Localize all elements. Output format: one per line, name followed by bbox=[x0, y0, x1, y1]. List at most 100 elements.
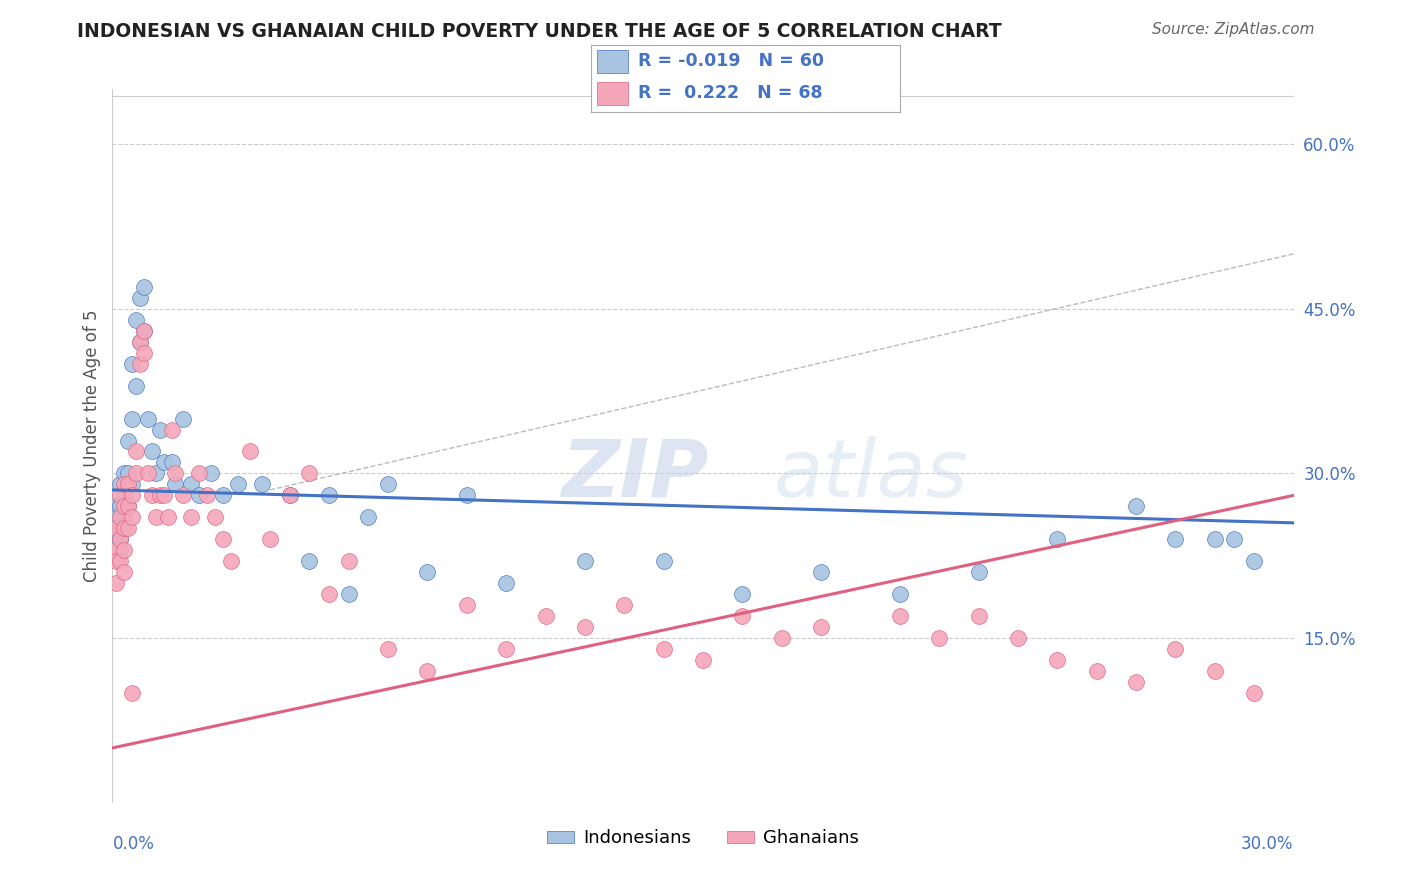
Point bbox=[1243, 686, 1265, 700]
Point bbox=[132, 324, 155, 338]
Point bbox=[121, 488, 143, 502]
Point bbox=[129, 334, 152, 349]
Point bbox=[200, 467, 222, 481]
Point bbox=[1204, 533, 1226, 547]
Point bbox=[141, 444, 163, 458]
Point bbox=[1046, 653, 1069, 667]
Point bbox=[110, 554, 132, 568]
Point bbox=[416, 664, 439, 678]
Point bbox=[810, 620, 832, 634]
Point bbox=[298, 467, 321, 481]
Point bbox=[110, 533, 132, 547]
Point bbox=[495, 576, 517, 591]
Point bbox=[495, 642, 517, 657]
Point bbox=[110, 543, 132, 558]
Point bbox=[160, 423, 183, 437]
Point bbox=[172, 411, 194, 425]
Point bbox=[278, 488, 301, 502]
Point bbox=[731, 609, 754, 624]
Point bbox=[105, 576, 128, 591]
Point bbox=[889, 587, 911, 601]
Point bbox=[204, 510, 226, 524]
Point bbox=[152, 455, 174, 469]
Point bbox=[250, 477, 273, 491]
Point bbox=[172, 488, 194, 502]
Point bbox=[121, 686, 143, 700]
Point bbox=[112, 510, 135, 524]
Point bbox=[318, 488, 340, 502]
Point bbox=[211, 488, 233, 502]
Point bbox=[112, 521, 135, 535]
Point bbox=[112, 543, 135, 558]
Point bbox=[1007, 631, 1029, 645]
Point bbox=[105, 521, 128, 535]
Point bbox=[105, 543, 128, 558]
Point bbox=[180, 510, 202, 524]
Point bbox=[228, 477, 250, 491]
Point bbox=[298, 554, 321, 568]
Text: INDONESIAN VS GHANAIAN CHILD POVERTY UNDER THE AGE OF 5 CORRELATION CHART: INDONESIAN VS GHANAIAN CHILD POVERTY UND… bbox=[77, 22, 1002, 41]
Point bbox=[129, 357, 152, 371]
Point bbox=[1204, 664, 1226, 678]
Point bbox=[156, 510, 179, 524]
Point bbox=[928, 631, 950, 645]
Point bbox=[121, 477, 143, 491]
Point bbox=[136, 411, 159, 425]
Point bbox=[377, 642, 399, 657]
Point bbox=[117, 434, 139, 448]
Point bbox=[117, 500, 139, 514]
Point bbox=[129, 291, 152, 305]
Point bbox=[165, 477, 187, 491]
Point bbox=[121, 510, 143, 524]
Text: 0.0%: 0.0% bbox=[112, 835, 155, 853]
Point bbox=[1046, 533, 1069, 547]
Point bbox=[145, 467, 167, 481]
Point bbox=[278, 488, 301, 502]
Point bbox=[1125, 675, 1147, 690]
Point bbox=[105, 510, 128, 524]
Point bbox=[574, 554, 596, 568]
Point bbox=[416, 566, 439, 580]
Point bbox=[110, 488, 132, 502]
Point bbox=[377, 477, 399, 491]
Point bbox=[731, 587, 754, 601]
Point bbox=[188, 467, 211, 481]
Point bbox=[456, 488, 478, 502]
Point bbox=[160, 455, 183, 469]
Point bbox=[1243, 554, 1265, 568]
Point bbox=[770, 631, 793, 645]
Y-axis label: Child Poverty Under the Age of 5: Child Poverty Under the Age of 5 bbox=[83, 310, 101, 582]
Point bbox=[117, 477, 139, 491]
Point bbox=[1125, 500, 1147, 514]
FancyBboxPatch shape bbox=[596, 50, 627, 73]
Point bbox=[125, 378, 148, 392]
Point bbox=[132, 345, 155, 359]
FancyBboxPatch shape bbox=[596, 82, 627, 104]
Point bbox=[967, 566, 990, 580]
Point bbox=[239, 444, 262, 458]
Point bbox=[259, 533, 281, 547]
Point bbox=[219, 554, 242, 568]
Point bbox=[534, 609, 557, 624]
Text: atlas: atlas bbox=[773, 435, 969, 514]
Point bbox=[105, 521, 128, 535]
Point bbox=[121, 357, 143, 371]
Point bbox=[132, 280, 155, 294]
Point bbox=[105, 500, 128, 514]
Text: 30.0%: 30.0% bbox=[1241, 835, 1294, 853]
Point bbox=[105, 533, 128, 547]
Point bbox=[211, 533, 233, 547]
Point bbox=[141, 488, 163, 502]
Point bbox=[110, 477, 132, 491]
Text: Source: ZipAtlas.com: Source: ZipAtlas.com bbox=[1152, 22, 1315, 37]
Point bbox=[110, 533, 132, 547]
Point bbox=[1223, 533, 1246, 547]
Point bbox=[889, 609, 911, 624]
Point bbox=[110, 500, 132, 514]
Point bbox=[967, 609, 990, 624]
Point bbox=[121, 411, 143, 425]
Point bbox=[1164, 642, 1187, 657]
Point bbox=[105, 554, 128, 568]
Point bbox=[112, 488, 135, 502]
Point bbox=[337, 554, 360, 568]
